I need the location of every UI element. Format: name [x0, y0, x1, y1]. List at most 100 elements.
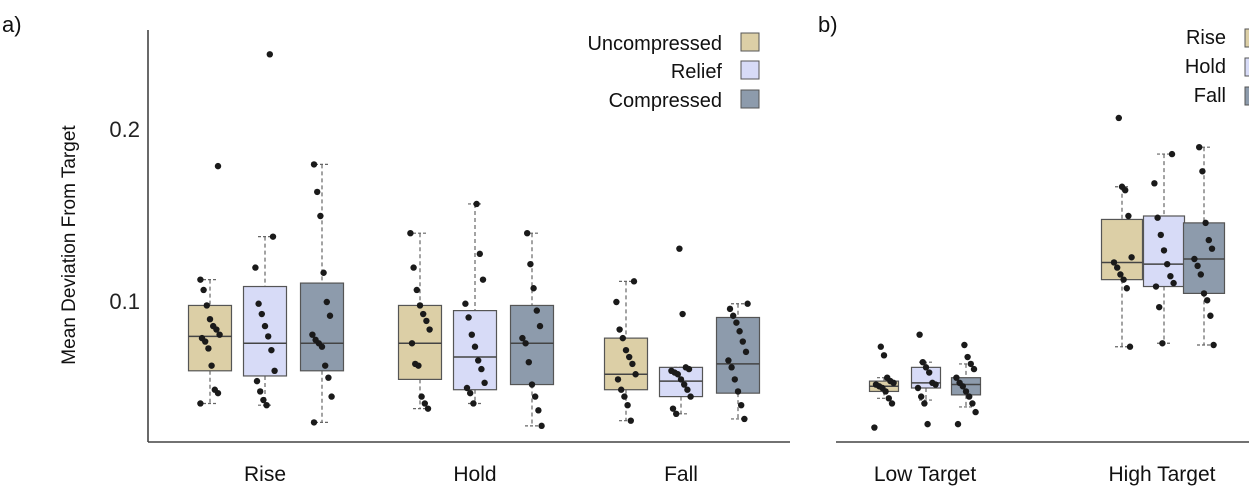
data-point-b-fall-high-target-0 — [1210, 341, 1217, 349]
data-point-b-hold-high-target-8 — [1154, 214, 1161, 221]
box-body-a-compressed-hold — [509, 304, 555, 386]
data-point-a-uncompressed-fall-12 — [630, 278, 638, 285]
data-point-a-relief-fall-5 — [677, 376, 685, 383]
data-point-b-hold-high-target-3 — [1170, 279, 1177, 287]
data-point-a-relief-fall-4 — [681, 381, 688, 388]
data-point-b-fall-high-target-2 — [1204, 297, 1211, 304]
data-point-a-uncompressed-rise-4 — [205, 345, 212, 352]
data-point-a-compressed-hold-0 — [538, 422, 545, 430]
data-point-b-hold-high-target-2 — [1152, 283, 1160, 290]
data-point-a-relief-fall-2 — [687, 393, 694, 400]
data-point-b-fall-low-target-1 — [972, 408, 979, 416]
data-point-a-compressed-fall-1 — [738, 402, 745, 409]
data-point-a-compressed-fall-11 — [726, 305, 734, 313]
data-point-a-uncompressed-hold-12 — [407, 230, 414, 237]
data-point-a-relief-rise-4 — [271, 367, 278, 374]
data-point-a-uncompressed-rise-11 — [203, 302, 210, 309]
data-point-a-compressed-fall-7 — [739, 338, 746, 345]
data-point-a-compressed-rise-10 — [320, 269, 327, 276]
legend-swatch-relief — [740, 60, 760, 80]
data-point-a-uncompressed-hold-11 — [410, 264, 417, 271]
x-category-label-rise: Rise — [244, 463, 286, 486]
data-point-a-uncompressed-hold-10 — [413, 286, 420, 294]
data-point-a-relief-rise-12 — [266, 51, 273, 58]
data-point-a-relief-rise-8 — [258, 310, 265, 318]
data-point-a-relief-rise-1 — [260, 396, 267, 404]
data-point-b-hold-low-target-2 — [918, 393, 925, 400]
data-point-b-fall-low-target-8 — [970, 365, 978, 373]
box-body-a-uncompressed-fall — [603, 337, 649, 391]
legend-label-uncompressed: Uncompressed — [587, 33, 722, 55]
data-point-a-relief-rise-6 — [265, 333, 272, 340]
data-point-a-relief-hold-7 — [468, 331, 475, 338]
data-point-b-hold-low-target-5 — [929, 379, 936, 387]
data-point-b-fall-high-target-1 — [1207, 312, 1214, 319]
data-point-a-compressed-rise-6 — [312, 336, 319, 344]
data-point-a-compressed-fall-12 — [744, 300, 751, 307]
data-point-b-rise-high-target-3 — [1117, 271, 1124, 278]
data-point-b-fall-high-target-10 — [1199, 168, 1206, 175]
data-point-a-compressed-hold-4 — [525, 359, 532, 366]
data-point-b-fall-low-target-3 — [966, 393, 973, 400]
legend-label-hold: Hold — [1185, 56, 1226, 78]
data-point-a-relief-hold-12 — [473, 200, 480, 208]
plot-area-b — [868, 114, 1226, 431]
data-point-a-uncompressed-rise-10 — [206, 316, 214, 323]
data-point-b-rise-high-target-10 — [1115, 114, 1123, 122]
data-point-a-uncompressed-fall-3 — [618, 386, 625, 393]
data-point-b-hold-high-target-10 — [1168, 150, 1176, 158]
x-category-label-fall: Fall — [664, 463, 698, 486]
data-point-a-compressed-hold-6 — [519, 334, 526, 342]
data-point-a-relief-fall-0 — [673, 410, 680, 417]
data-point-b-fall-low-target-11 — [961, 341, 968, 349]
data-point-b-fall-low-target-4 — [962, 388, 970, 395]
box-body-a-relief-rise — [242, 285, 288, 377]
data-point-a-compressed-hold-8 — [533, 307, 540, 314]
box-a-uncompressed-hold — [397, 230, 443, 412]
data-point-b-hold-low-target-1 — [921, 400, 928, 407]
data-point-a-relief-hold-10 — [479, 276, 487, 283]
data-point-a-compressed-fall-4 — [728, 364, 735, 371]
data-point-a-uncompressed-rise-13 — [197, 276, 204, 283]
data-point-b-hold-low-target-8 — [919, 359, 926, 366]
legend-swatch-uncompressed — [740, 32, 760, 52]
data-point-a-uncompressed-rise-2 — [211, 386, 218, 393]
legend-swatch-rise — [1244, 28, 1249, 48]
y-axis-label: Mean Deviation From Target — [59, 125, 80, 365]
data-point-a-relief-fall-1 — [669, 405, 677, 412]
data-point-a-compressed-rise-3 — [322, 362, 329, 369]
data-point-b-rise-low-target-10 — [880, 352, 888, 359]
data-point-a-relief-rise-5 — [268, 346, 275, 354]
data-point-a-uncompressed-hold-2 — [418, 393, 425, 400]
data-point-b-fall-low-target-2 — [969, 400, 976, 407]
box-a-compressed-rise — [299, 161, 345, 426]
data-point-b-hold-low-target-9 — [916, 331, 923, 338]
data-point-a-compressed-rise-7 — [309, 331, 316, 338]
data-point-b-hold-low-target-0 — [924, 420, 931, 428]
data-point-b-hold-high-target-0 — [1159, 340, 1166, 347]
data-point-b-rise-high-target-1 — [1123, 285, 1131, 292]
data-point-b-hold-high-target-4 — [1167, 273, 1174, 280]
box-body-a-uncompressed-rise — [187, 304, 233, 372]
x-category-label-hold: Hold — [453, 463, 496, 486]
data-point-b-rise-low-target-9 — [884, 374, 891, 381]
data-point-b-rise-high-target-6 — [1128, 254, 1135, 261]
data-point-b-fall-low-target-9 — [967, 360, 974, 368]
x-category-label-high-target: High Target — [1108, 463, 1215, 486]
data-point-a-relief-rise-3 — [253, 377, 261, 385]
data-point-a-relief-fall-11 — [679, 310, 686, 318]
data-point-a-compressed-hold-9 — [530, 285, 537, 292]
data-point-a-relief-fall-10 — [682, 364, 689, 371]
box-b-rise-high-target — [1100, 114, 1144, 350]
data-point-a-relief-hold-1 — [467, 389, 474, 397]
data-point-b-fall-high-target-11 — [1196, 144, 1203, 151]
data-point-a-relief-rise-7 — [261, 322, 269, 330]
data-point-b-rise-low-target-2 — [885, 395, 892, 402]
data-point-a-relief-hold-8 — [465, 314, 472, 321]
data-point-a-uncompressed-fall-7 — [626, 353, 633, 361]
box-body-b-rise-high-target — [1100, 218, 1144, 281]
legend-label-relief: Relief — [671, 61, 723, 83]
box-body-a-compressed-rise — [299, 282, 345, 372]
data-point-a-relief-rise-11 — [269, 233, 277, 240]
box-b-fall-low-target — [950, 341, 982, 428]
